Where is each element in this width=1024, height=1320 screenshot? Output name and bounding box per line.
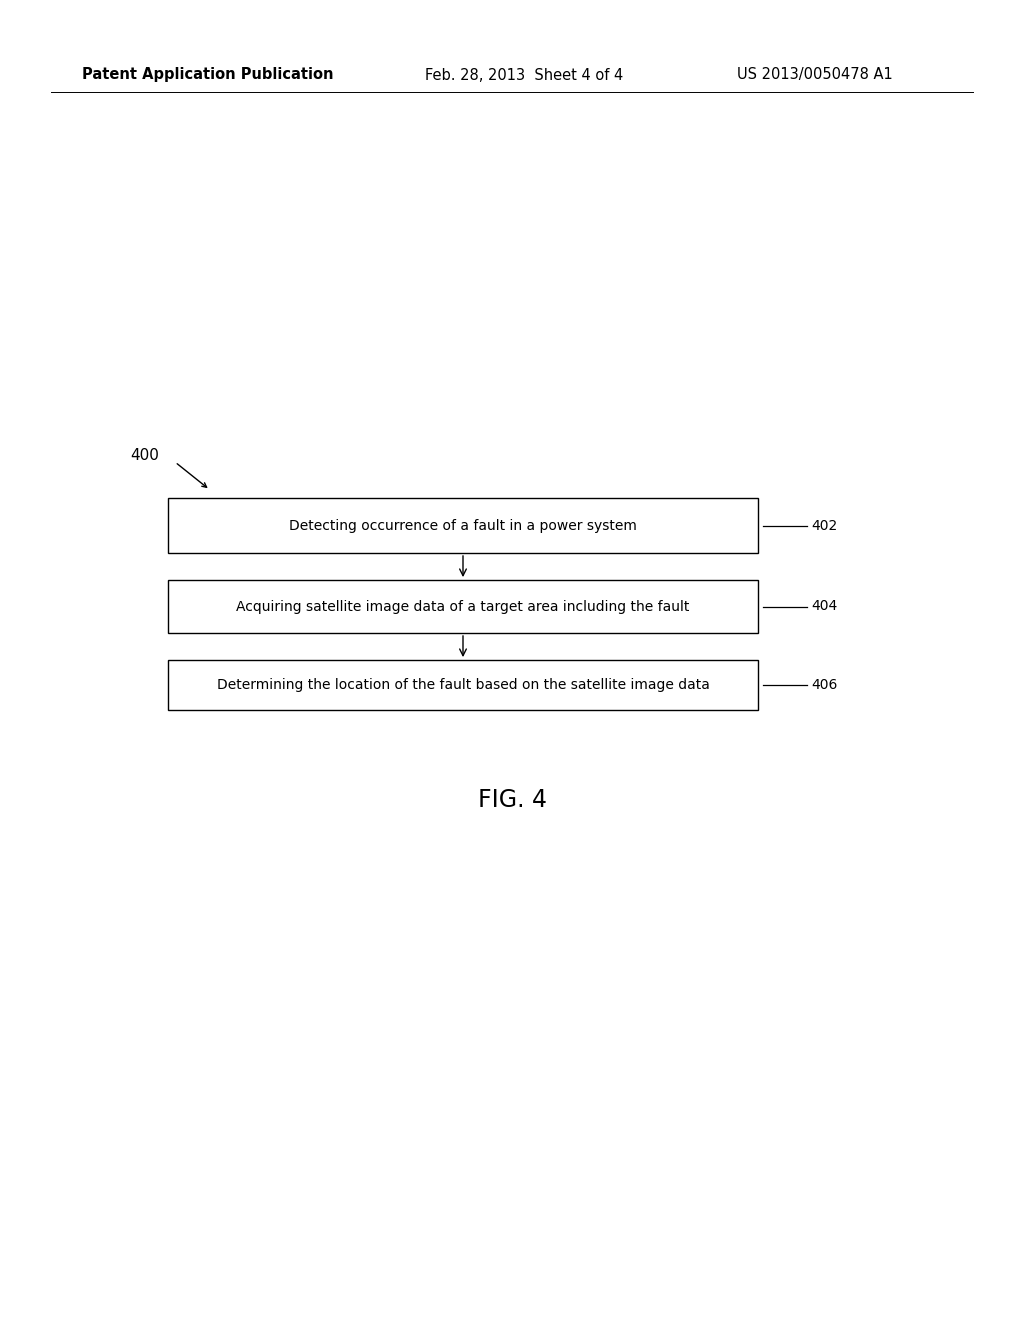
Text: Determining the location of the fault based on the satellite image data: Determining the location of the fault ba… [216,678,710,692]
Text: Acquiring satellite image data of a target area including the fault: Acquiring satellite image data of a targ… [237,599,690,614]
Text: Patent Application Publication: Patent Application Publication [82,67,334,82]
Bar [168,579,758,634]
Text: Detecting occurrence of a fault in a power system: Detecting occurrence of a fault in a pow… [289,519,637,532]
Bar [168,498,758,553]
Text: FIG. 4: FIG. 4 [477,788,547,812]
Text: 402: 402 [811,519,838,532]
Text: US 2013/0050478 A1: US 2013/0050478 A1 [737,67,893,82]
Text: Feb. 28, 2013  Sheet 4 of 4: Feb. 28, 2013 Sheet 4 of 4 [425,67,624,82]
Text: 404: 404 [811,599,838,614]
Text: 406: 406 [811,678,838,692]
Bar [168,660,758,710]
Text: 400: 400 [130,447,159,462]
